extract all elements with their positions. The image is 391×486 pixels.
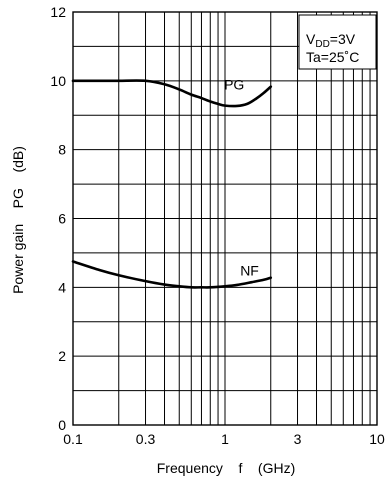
series-pg-line	[71, 79, 273, 108]
y-tick-label: 6	[58, 211, 66, 227]
y-tick-label: 10	[50, 73, 66, 89]
x-tick-label: 10	[369, 431, 385, 447]
x-axis-title: Frequency f (GHz)	[157, 460, 295, 476]
conditions-box	[298, 14, 377, 70]
series-nf-line	[71, 260, 273, 289]
x-tick-label: 1	[221, 431, 229, 447]
grid	[73, 12, 377, 425]
y-tick-label: 2	[58, 348, 66, 364]
vdd-annotation: VDD=3V	[306, 31, 356, 50]
tick-labels: 0.1 0.3 1 3 10 0 2 4 6 8 10 12	[50, 4, 385, 447]
y-tick-label: 12	[50, 4, 66, 20]
x-tick-label: 0.1	[63, 431, 83, 447]
x-tick-label: 0.3	[136, 431, 156, 447]
series-label-nf: NF	[240, 262, 259, 278]
plot-frame	[72, 11, 378, 426]
series-label-pg: PG	[224, 76, 244, 92]
series-group: PG NF	[71, 76, 273, 289]
y-axis-title: Power gain PG (dB)	[10, 146, 26, 294]
y-tick-label: 4	[58, 279, 66, 295]
y-tick-label: 8	[58, 142, 66, 158]
y-tick-label: 0	[58, 417, 66, 433]
x-tick-label: 3	[294, 431, 302, 447]
ta-annotation: Ta=25˚C	[306, 49, 359, 65]
